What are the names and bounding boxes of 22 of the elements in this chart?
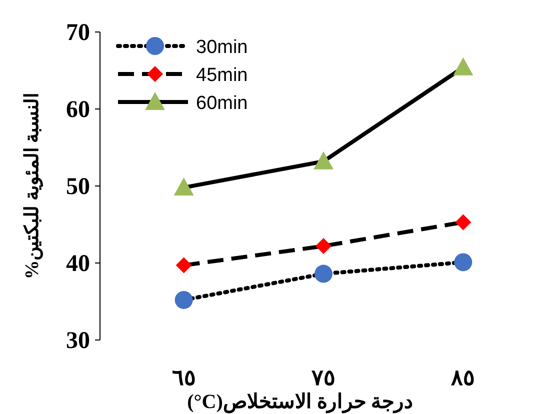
y-tick-label: 30 [66, 328, 90, 354]
legend-label: 30min [196, 37, 248, 58]
legend-label: 45min [196, 65, 248, 86]
point [313, 151, 334, 170]
legend-label: 60min [196, 93, 248, 114]
y-tick-label: 70 [66, 20, 90, 46]
point [455, 214, 472, 230]
y-tick-label: 50 [66, 174, 90, 200]
x-tick-label: ٦٥ [172, 365, 196, 390]
point [176, 257, 192, 274]
point [453, 57, 474, 76]
point [315, 238, 332, 254]
point [174, 290, 193, 309]
x-tick-label: ٧٥ [310, 365, 336, 390]
x-axis-title: درجة حرارة الاستخلاص(C°) [187, 391, 413, 414]
point [314, 264, 332, 283]
x-tick-label: ٨٥ [450, 365, 476, 390]
y-axis-title: النسبة المئوية للبكتين% [22, 92, 43, 280]
point [174, 178, 194, 196]
y-tick-label: 60 [66, 97, 90, 123]
point [454, 253, 472, 272]
y-tick-label: 40 [66, 251, 90, 277]
